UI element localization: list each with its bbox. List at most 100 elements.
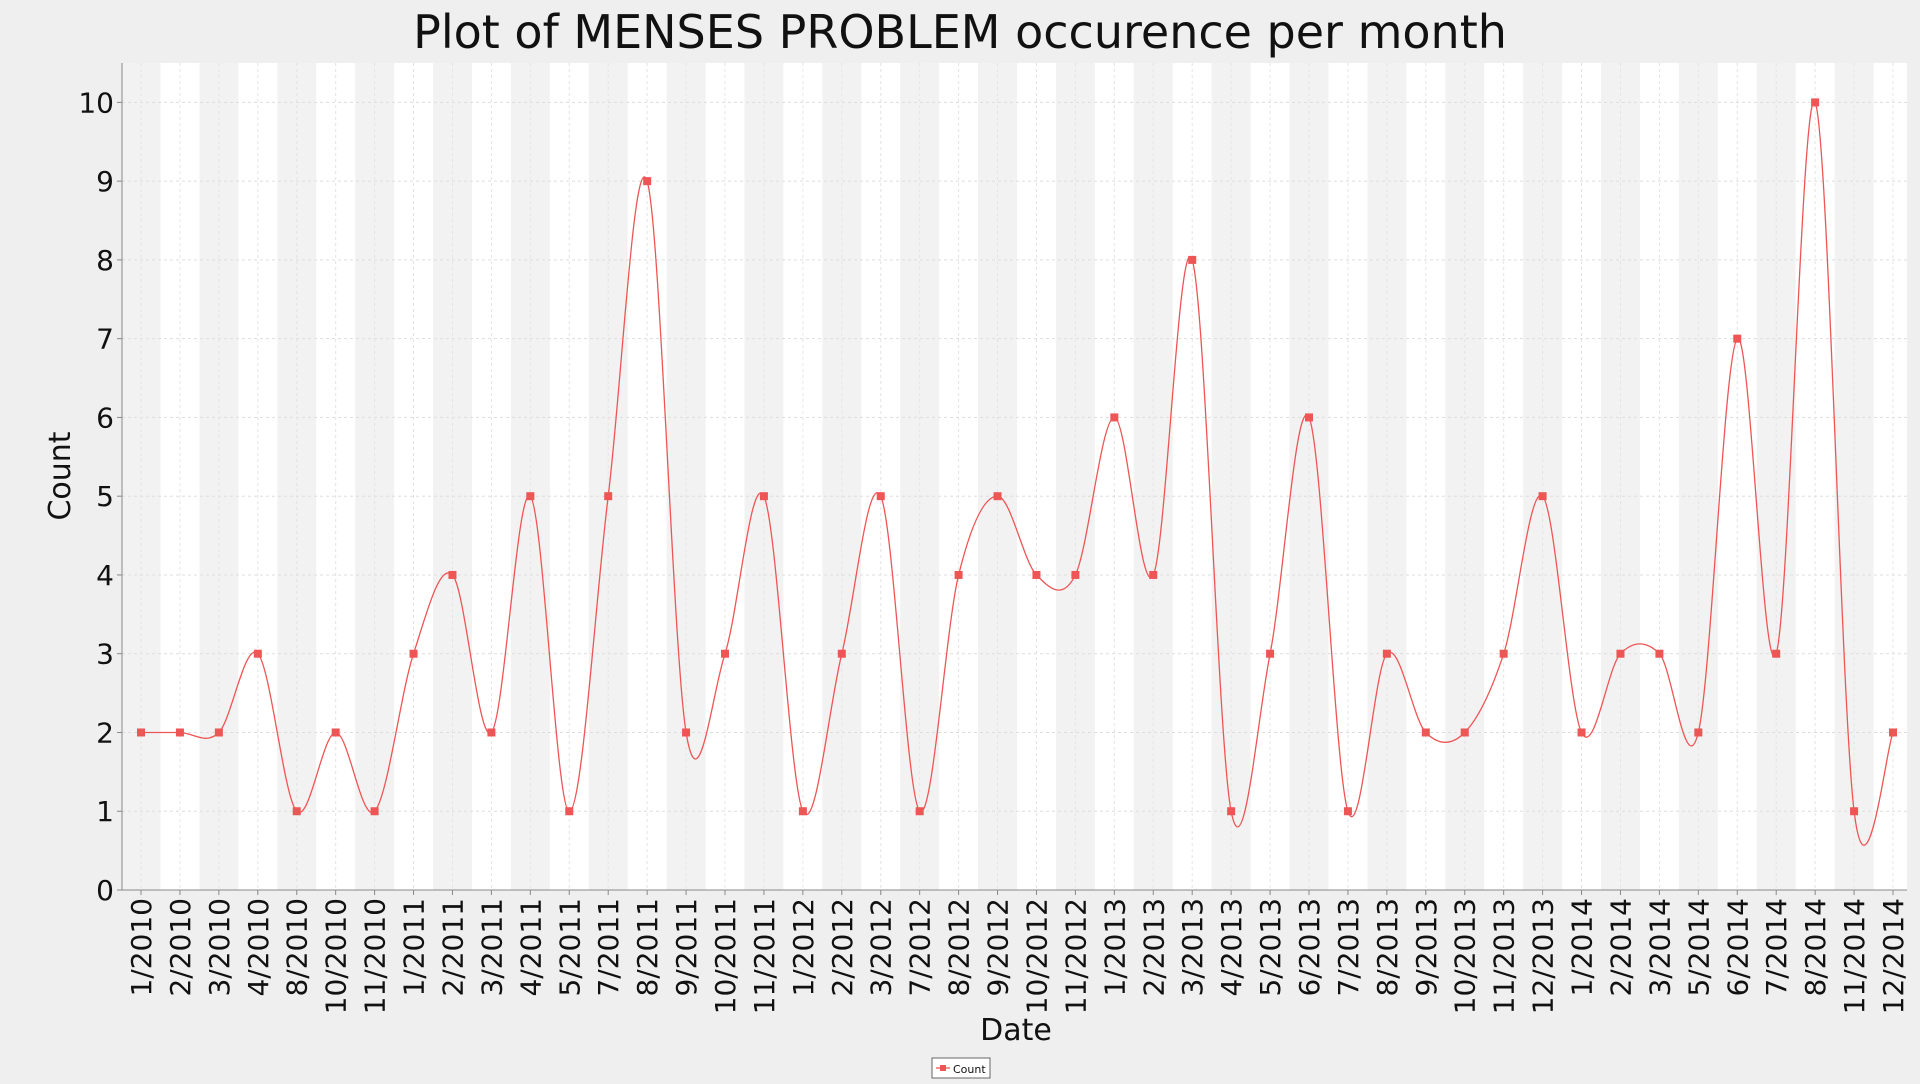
data-point xyxy=(1889,728,1897,737)
grid-lines xyxy=(121,63,1907,891)
y-axis-ticks: 0 1 2 3 4 5 6 7 8 9 10 xyxy=(78,86,122,907)
category-band xyxy=(199,63,239,890)
category-band xyxy=(1445,63,1485,890)
x-tick-label: 4/2010 xyxy=(242,898,275,997)
x-tick-label: 5/2014 xyxy=(1682,898,1715,997)
data-point xyxy=(1499,649,1508,658)
category-band xyxy=(122,63,161,890)
data-point xyxy=(1382,649,1391,658)
y-tick-label: 7 xyxy=(96,323,114,356)
category-band xyxy=(1601,63,1640,890)
legend-box xyxy=(931,1057,991,1079)
y-tick-label: 8 xyxy=(96,244,114,277)
x-tick-label: 7/2011 xyxy=(592,898,625,997)
data-point xyxy=(526,492,535,501)
data-point xyxy=(1811,98,1820,107)
data-point xyxy=(1694,728,1703,737)
x-tick-label: 6/2013 xyxy=(1293,898,1326,997)
data-point xyxy=(837,649,846,658)
x-tick-label: 3/2012 xyxy=(865,898,898,997)
y-tick-label: 10 xyxy=(78,86,114,119)
x-tick-label: 2/2012 xyxy=(826,898,859,997)
x-tick-label: 6/2014 xyxy=(1721,898,1754,997)
category-band xyxy=(666,63,706,890)
x-tick-label: 3/2014 xyxy=(1643,898,1676,997)
category-band xyxy=(1678,63,1718,890)
x-tick-label: 8/2014 xyxy=(1799,898,1832,997)
category-band xyxy=(1523,63,1563,890)
x-tick-label: 1/2012 xyxy=(787,898,820,997)
category-band xyxy=(822,63,862,890)
x-tick-label: 11/2011 xyxy=(748,898,781,1014)
x-tick-label: 1/2014 xyxy=(1566,898,1599,997)
x-tick-label: 2/2010 xyxy=(164,898,197,997)
x-tick-label: 8/2012 xyxy=(943,898,976,997)
x-tick-label: 9/2012 xyxy=(982,898,1015,997)
y-tick-label: 0 xyxy=(96,874,114,907)
x-tick-label: 5/2013 xyxy=(1254,898,1287,997)
y-tick-label: 1 xyxy=(96,795,114,828)
data-point xyxy=(915,807,924,816)
x-tick-label: 10/2010 xyxy=(320,898,353,1014)
x-tick-label: 2/2014 xyxy=(1604,898,1637,997)
data-point xyxy=(1110,413,1119,422)
data-point xyxy=(1577,728,1586,737)
data-point xyxy=(1188,255,1197,264)
x-tick-label: 1/2013 xyxy=(1098,898,1131,997)
category-band xyxy=(355,63,395,890)
x-tick-label: 11/2013 xyxy=(1488,898,1521,1014)
category-band xyxy=(1289,63,1329,890)
data-point xyxy=(1772,649,1781,658)
y-tick-label: 2 xyxy=(96,716,114,749)
data-point xyxy=(253,649,262,658)
y-tick-label: 4 xyxy=(96,559,114,592)
x-tick-label: 7/2013 xyxy=(1332,898,1365,997)
legend: Count xyxy=(931,1057,991,1079)
category-band xyxy=(978,63,1017,890)
data-point xyxy=(1733,334,1742,343)
x-tick-label: 11/2012 xyxy=(1059,898,1092,1014)
category-band xyxy=(588,63,628,890)
y-tick-label: 9 xyxy=(96,165,114,198)
data-point xyxy=(175,728,184,737)
x-tick-label: 1/2010 xyxy=(125,898,158,997)
data-point xyxy=(448,570,457,579)
data-point xyxy=(292,807,301,816)
data-point xyxy=(409,649,418,658)
x-tick-label: 8/2013 xyxy=(1371,898,1404,997)
legend-label-count: Count xyxy=(953,1063,986,1076)
x-tick-label: 11/2010 xyxy=(359,898,392,1014)
x-tick-label: 5/2011 xyxy=(553,898,586,997)
data-point xyxy=(993,492,1002,501)
x-tick-label: 4/2011 xyxy=(514,898,547,997)
x-tick-label: 7/2014 xyxy=(1760,898,1793,997)
data-point xyxy=(370,807,379,816)
x-tick-label: 12/2013 xyxy=(1527,898,1560,1014)
x-tick-label: 8/2011 xyxy=(631,898,664,997)
category-band xyxy=(433,63,472,890)
x-axis-label: Date xyxy=(980,1013,1052,1048)
data-point xyxy=(1227,807,1236,816)
data-point xyxy=(1343,807,1352,816)
category-band xyxy=(1367,63,1407,890)
data-point xyxy=(721,649,729,658)
data-point xyxy=(604,492,613,501)
x-tick-label: 11/2014 xyxy=(1838,898,1871,1014)
x-tick-label: 8/2010 xyxy=(281,898,314,997)
series-points xyxy=(137,98,1897,816)
data-point xyxy=(876,492,885,501)
data-point xyxy=(1071,570,1080,579)
category-band xyxy=(1834,63,1874,890)
data-point xyxy=(643,177,652,186)
category-band xyxy=(1055,63,1095,890)
data-point xyxy=(331,728,340,737)
x-tick-label: 9/2011 xyxy=(670,898,703,997)
category-band xyxy=(744,63,784,890)
x-tick-label: 10/2011 xyxy=(709,898,742,1014)
data-point xyxy=(682,728,691,737)
alternating-bands xyxy=(122,63,1874,890)
category-band xyxy=(510,63,550,890)
category-band xyxy=(900,63,940,890)
x-tick-label: 2/2013 xyxy=(1137,898,1170,997)
